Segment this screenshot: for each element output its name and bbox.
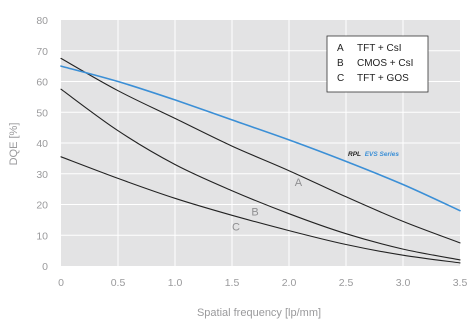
legend-key-c: C <box>337 73 344 84</box>
legend-text-b: CMOS + CsI <box>357 58 413 69</box>
curve-label-b: B <box>251 206 258 218</box>
legend-text-c: TFT + GOS <box>357 73 409 84</box>
y-tick-60: 60 <box>36 77 48 89</box>
series-line-a <box>60 57 461 244</box>
legend-key-a: A <box>337 43 344 54</box>
x-tick-0-5: 0.5 <box>111 277 126 289</box>
legend-box <box>326 35 429 93</box>
y-tick-labels: 0 10 20 30 40 50 60 70 80 <box>36 15 48 273</box>
legend-key-b: B <box>337 58 344 69</box>
y-tick-20: 20 <box>36 200 48 212</box>
annotation-text: EVS Series <box>365 151 400 158</box>
x-tick-labels: 0 0.5 1.0 1.5 2.0 2.5 3.0 3.5 <box>58 277 467 289</box>
grid <box>61 20 460 266</box>
x-tick-2-0: 2.0 <box>282 277 297 289</box>
y-tick-70: 70 <box>36 46 48 58</box>
annotation-prefix: RPL <box>348 151 361 158</box>
series-line-c <box>60 156 461 264</box>
y-tick-80: 80 <box>36 15 48 27</box>
y-tick-10: 10 <box>36 230 48 242</box>
y-tick-50: 50 <box>36 107 48 119</box>
y-axis-label: DQE [%] <box>8 123 20 166</box>
y-tick-40: 40 <box>36 138 48 150</box>
x-tick-0: 0 <box>58 277 64 289</box>
x-tick-3-0: 3.0 <box>396 277 411 289</box>
curve-label-a: A <box>295 177 303 189</box>
x-tick-2-5: 2.5 <box>339 277 354 289</box>
legend-text-a: TFT + CsI <box>357 43 402 54</box>
x-tick-1-5: 1.5 <box>225 277 240 289</box>
legend: A TFT + CsI B CMOS + CsI C TFT + GOS <box>326 35 429 93</box>
series-line-rpl-evs-series <box>60 65 461 212</box>
series-annotation: RPL EVS Series <box>348 151 399 158</box>
x-tick-3-5: 3.5 <box>453 277 468 289</box>
series-lines <box>60 57 461 264</box>
curve-label-c: C <box>232 222 240 234</box>
curve-labels: A BC <box>232 177 303 234</box>
x-axis-label: Spatial frequency [lp/mm] <box>197 307 321 319</box>
y-tick-30: 30 <box>36 169 48 181</box>
x-tick-1-0: 1.0 <box>168 277 183 289</box>
y-tick-0: 0 <box>42 261 48 273</box>
series-line-b <box>60 88 461 261</box>
